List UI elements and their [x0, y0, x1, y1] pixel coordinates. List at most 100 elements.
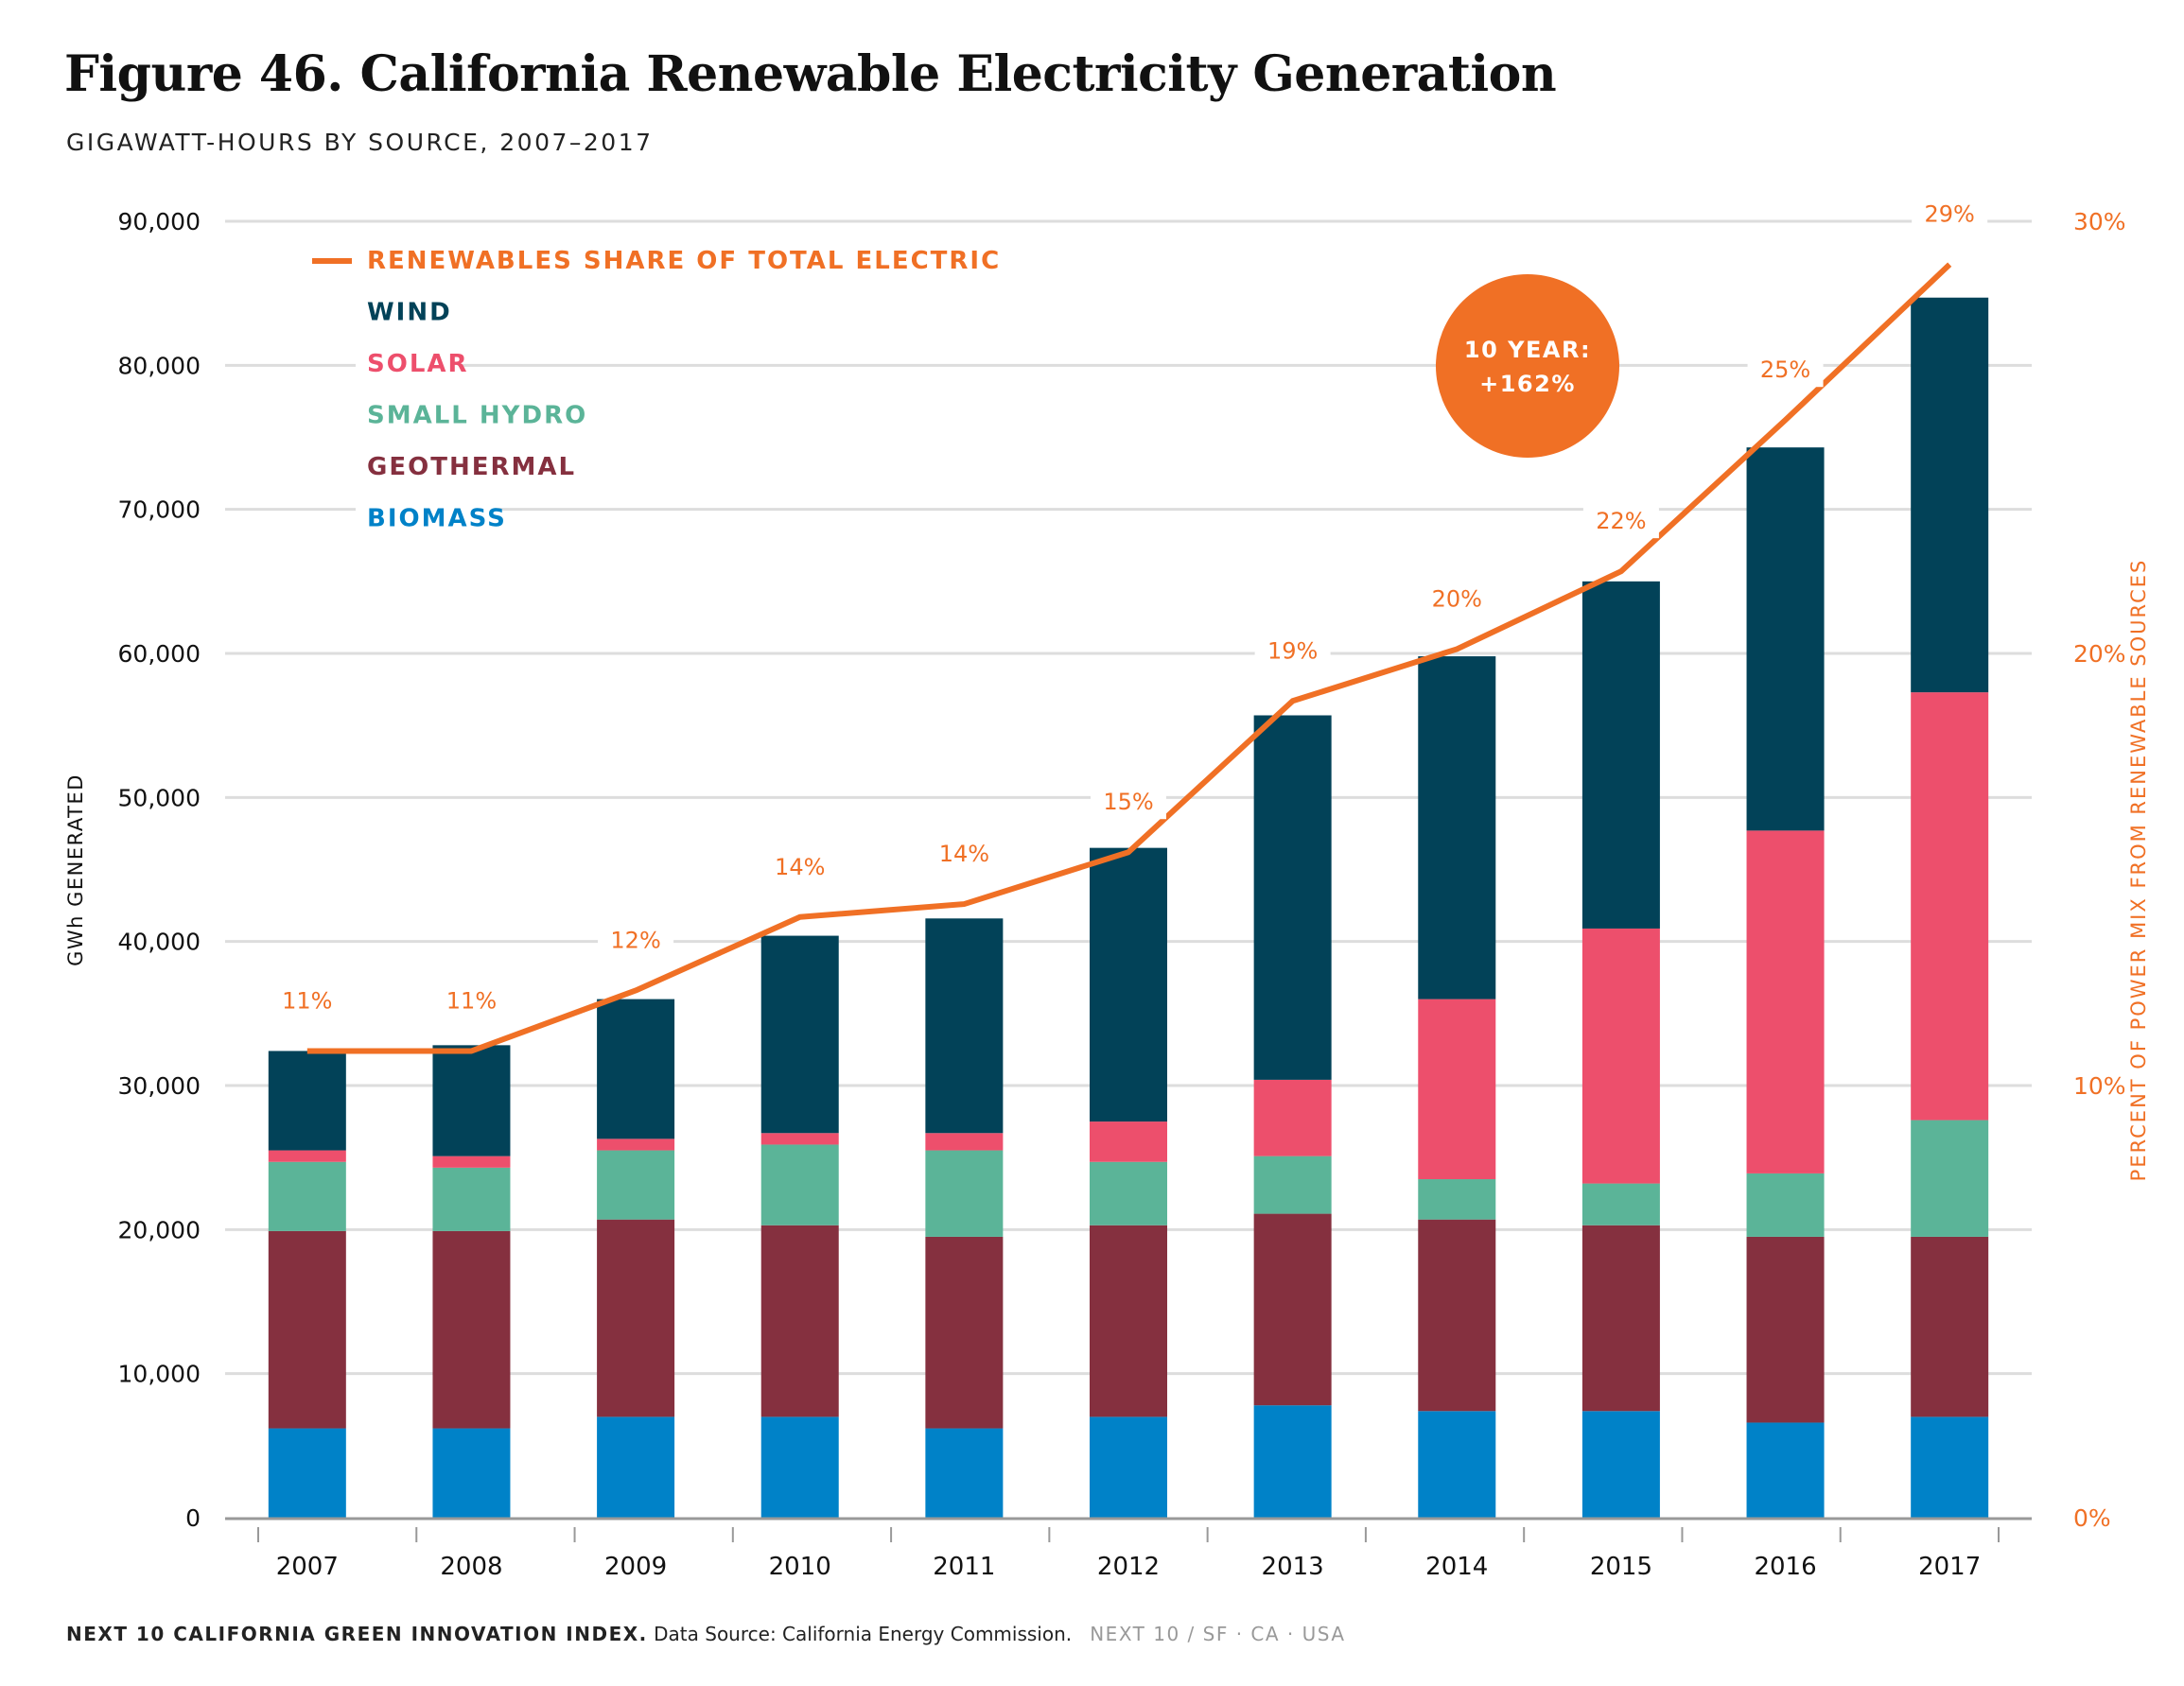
bar-biomass	[597, 1417, 675, 1518]
bar-wind	[1911, 297, 1989, 693]
line-label-bg	[1254, 634, 1331, 669]
line-label-bg	[1747, 353, 1824, 388]
legend-label-renewables-share-of-total-electric: RENEWABLES SHARE OF TOTAL ELECTRIC	[367, 247, 1001, 275]
bar-geothermal	[1253, 1213, 1332, 1406]
bar-solar	[268, 1150, 346, 1162]
y2-axis-title: PERCENT OF POWER MIX FROM RENEWABLE SOUR…	[2127, 559, 2150, 1182]
bar-biomass	[432, 1428, 511, 1518]
bar-wind	[1746, 447, 1825, 831]
bar-small-hydro	[1090, 1161, 1167, 1225]
legend-label-bg	[356, 499, 495, 536]
line-label-bg	[1582, 504, 1659, 539]
x-tick-label: 2010	[769, 1553, 831, 1581]
line-data-label: 15%	[1103, 789, 1153, 815]
bar-biomass	[1911, 1417, 1989, 1518]
legend-label-bg	[356, 345, 462, 381]
bar-geothermal	[925, 1236, 1004, 1429]
y2-tick-label: 20%	[2073, 640, 2126, 668]
x-tick-label: 2015	[1590, 1553, 1652, 1581]
x-tick-label: 2009	[604, 1553, 667, 1581]
legend-label-bg	[356, 396, 561, 433]
ten-year-callout-circle	[1436, 274, 1619, 458]
line-label-bg	[433, 983, 510, 1018]
bar-biomass	[1418, 1411, 1496, 1518]
bar-solar	[1418, 999, 1496, 1180]
bar-solar	[597, 1138, 675, 1151]
bar-biomass	[925, 1428, 1004, 1518]
bar-small-hydro	[432, 1167, 511, 1231]
footer-publication: NEXT 10 CALIFORNIA GREEN INNOVATION INDE…	[66, 1623, 648, 1645]
bar-small-hydro	[1581, 1183, 1660, 1225]
y-tick-label: 70,000	[118, 496, 201, 524]
bar-small-hydro	[1418, 1179, 1496, 1220]
x-tick-label: 2013	[1262, 1553, 1324, 1581]
line-data-label: 12%	[610, 927, 660, 953]
footer-source: Data Source: California Energy Commissio…	[654, 1623, 1073, 1645]
x-tick-label: 2012	[1097, 1553, 1160, 1581]
bar-solar	[1746, 830, 1825, 1173]
line-data-label: 14%	[775, 854, 825, 880]
line-data-label: 19%	[1267, 637, 1318, 664]
y2-tick-label: 30%	[2073, 208, 2126, 235]
bar-biomass	[760, 1417, 839, 1518]
bar-solar	[432, 1156, 511, 1168]
x-tick-label: 2011	[933, 1553, 995, 1581]
bar-wind	[1581, 581, 1660, 929]
y2-tick-label: 0%	[2073, 1504, 2111, 1532]
chart-footer: NEXT 10 CALIFORNIA GREEN INNOVATION INDE…	[66, 1623, 1346, 1645]
line-label-bg	[1912, 197, 1988, 232]
bar-wind	[1418, 656, 1496, 999]
bar-small-hydro	[1253, 1156, 1332, 1214]
bar-geothermal	[1746, 1236, 1825, 1423]
y-tick-label: 50,000	[118, 784, 201, 811]
line-label-bg	[1091, 785, 1166, 820]
bar-small-hydro	[1746, 1173, 1825, 1237]
legend-label-small-hydro: SMALL HYDRO	[367, 402, 587, 430]
bar-geothermal	[597, 1219, 675, 1417]
bar-small-hydro	[1911, 1120, 1989, 1237]
legend-label-biomass: BIOMASS	[367, 505, 507, 533]
y-tick-label: 10,000	[118, 1361, 201, 1388]
legend-label-solar: SOLAR	[367, 350, 469, 378]
share-line	[306, 262, 1952, 1054]
bar-geothermal	[432, 1230, 511, 1429]
legend-label-bg	[356, 293, 445, 330]
ten-year-callout-line2: +162%	[1479, 371, 1576, 397]
line-data-label: 11%	[446, 987, 497, 1014]
bar-biomass	[1746, 1422, 1825, 1518]
bar-solar	[1253, 1079, 1332, 1156]
bar-solar	[925, 1133, 1004, 1151]
y-tick-label: 0	[185, 1504, 201, 1532]
y-axis-title: GWh GENERATED	[64, 773, 87, 966]
y-tick-label: 60,000	[118, 640, 201, 668]
line-data-label: 29%	[1925, 201, 1975, 228]
x-tick-label: 2016	[1754, 1553, 1816, 1581]
legend-label-bg	[356, 448, 544, 484]
x-tick-label: 2014	[1425, 1553, 1488, 1581]
line-label-bg	[761, 849, 838, 884]
y-tick-label: 30,000	[118, 1072, 201, 1100]
line-label-bg	[598, 923, 674, 958]
line-data-label: 25%	[1760, 356, 1810, 383]
x-tick-label: 2008	[440, 1553, 502, 1581]
chart-title: Figure 46. California Renewable Electric…	[64, 45, 1557, 103]
bar-small-hydro	[268, 1161, 346, 1231]
bar-solar	[1911, 692, 1989, 1121]
bar-biomass	[1090, 1417, 1167, 1518]
bar-small-hydro	[925, 1150, 1004, 1237]
line-label-bg	[1419, 582, 1495, 617]
bar-solar	[1090, 1121, 1167, 1162]
bar-geothermal	[1911, 1236, 1989, 1417]
bar-geothermal	[760, 1225, 839, 1417]
line-data-label: 14%	[939, 841, 989, 867]
legend-label-geothermal: GEOTHERMAL	[367, 453, 576, 481]
bar-biomass	[1253, 1405, 1332, 1518]
y-tick-label: 90,000	[118, 208, 201, 235]
bar-wind	[925, 918, 1004, 1134]
line-data-label: 20%	[1432, 585, 1482, 612]
y-tick-label: 80,000	[118, 352, 201, 379]
bar-geothermal	[1581, 1225, 1660, 1412]
line-data-label: 11%	[282, 987, 332, 1014]
bar-small-hydro	[760, 1144, 839, 1225]
